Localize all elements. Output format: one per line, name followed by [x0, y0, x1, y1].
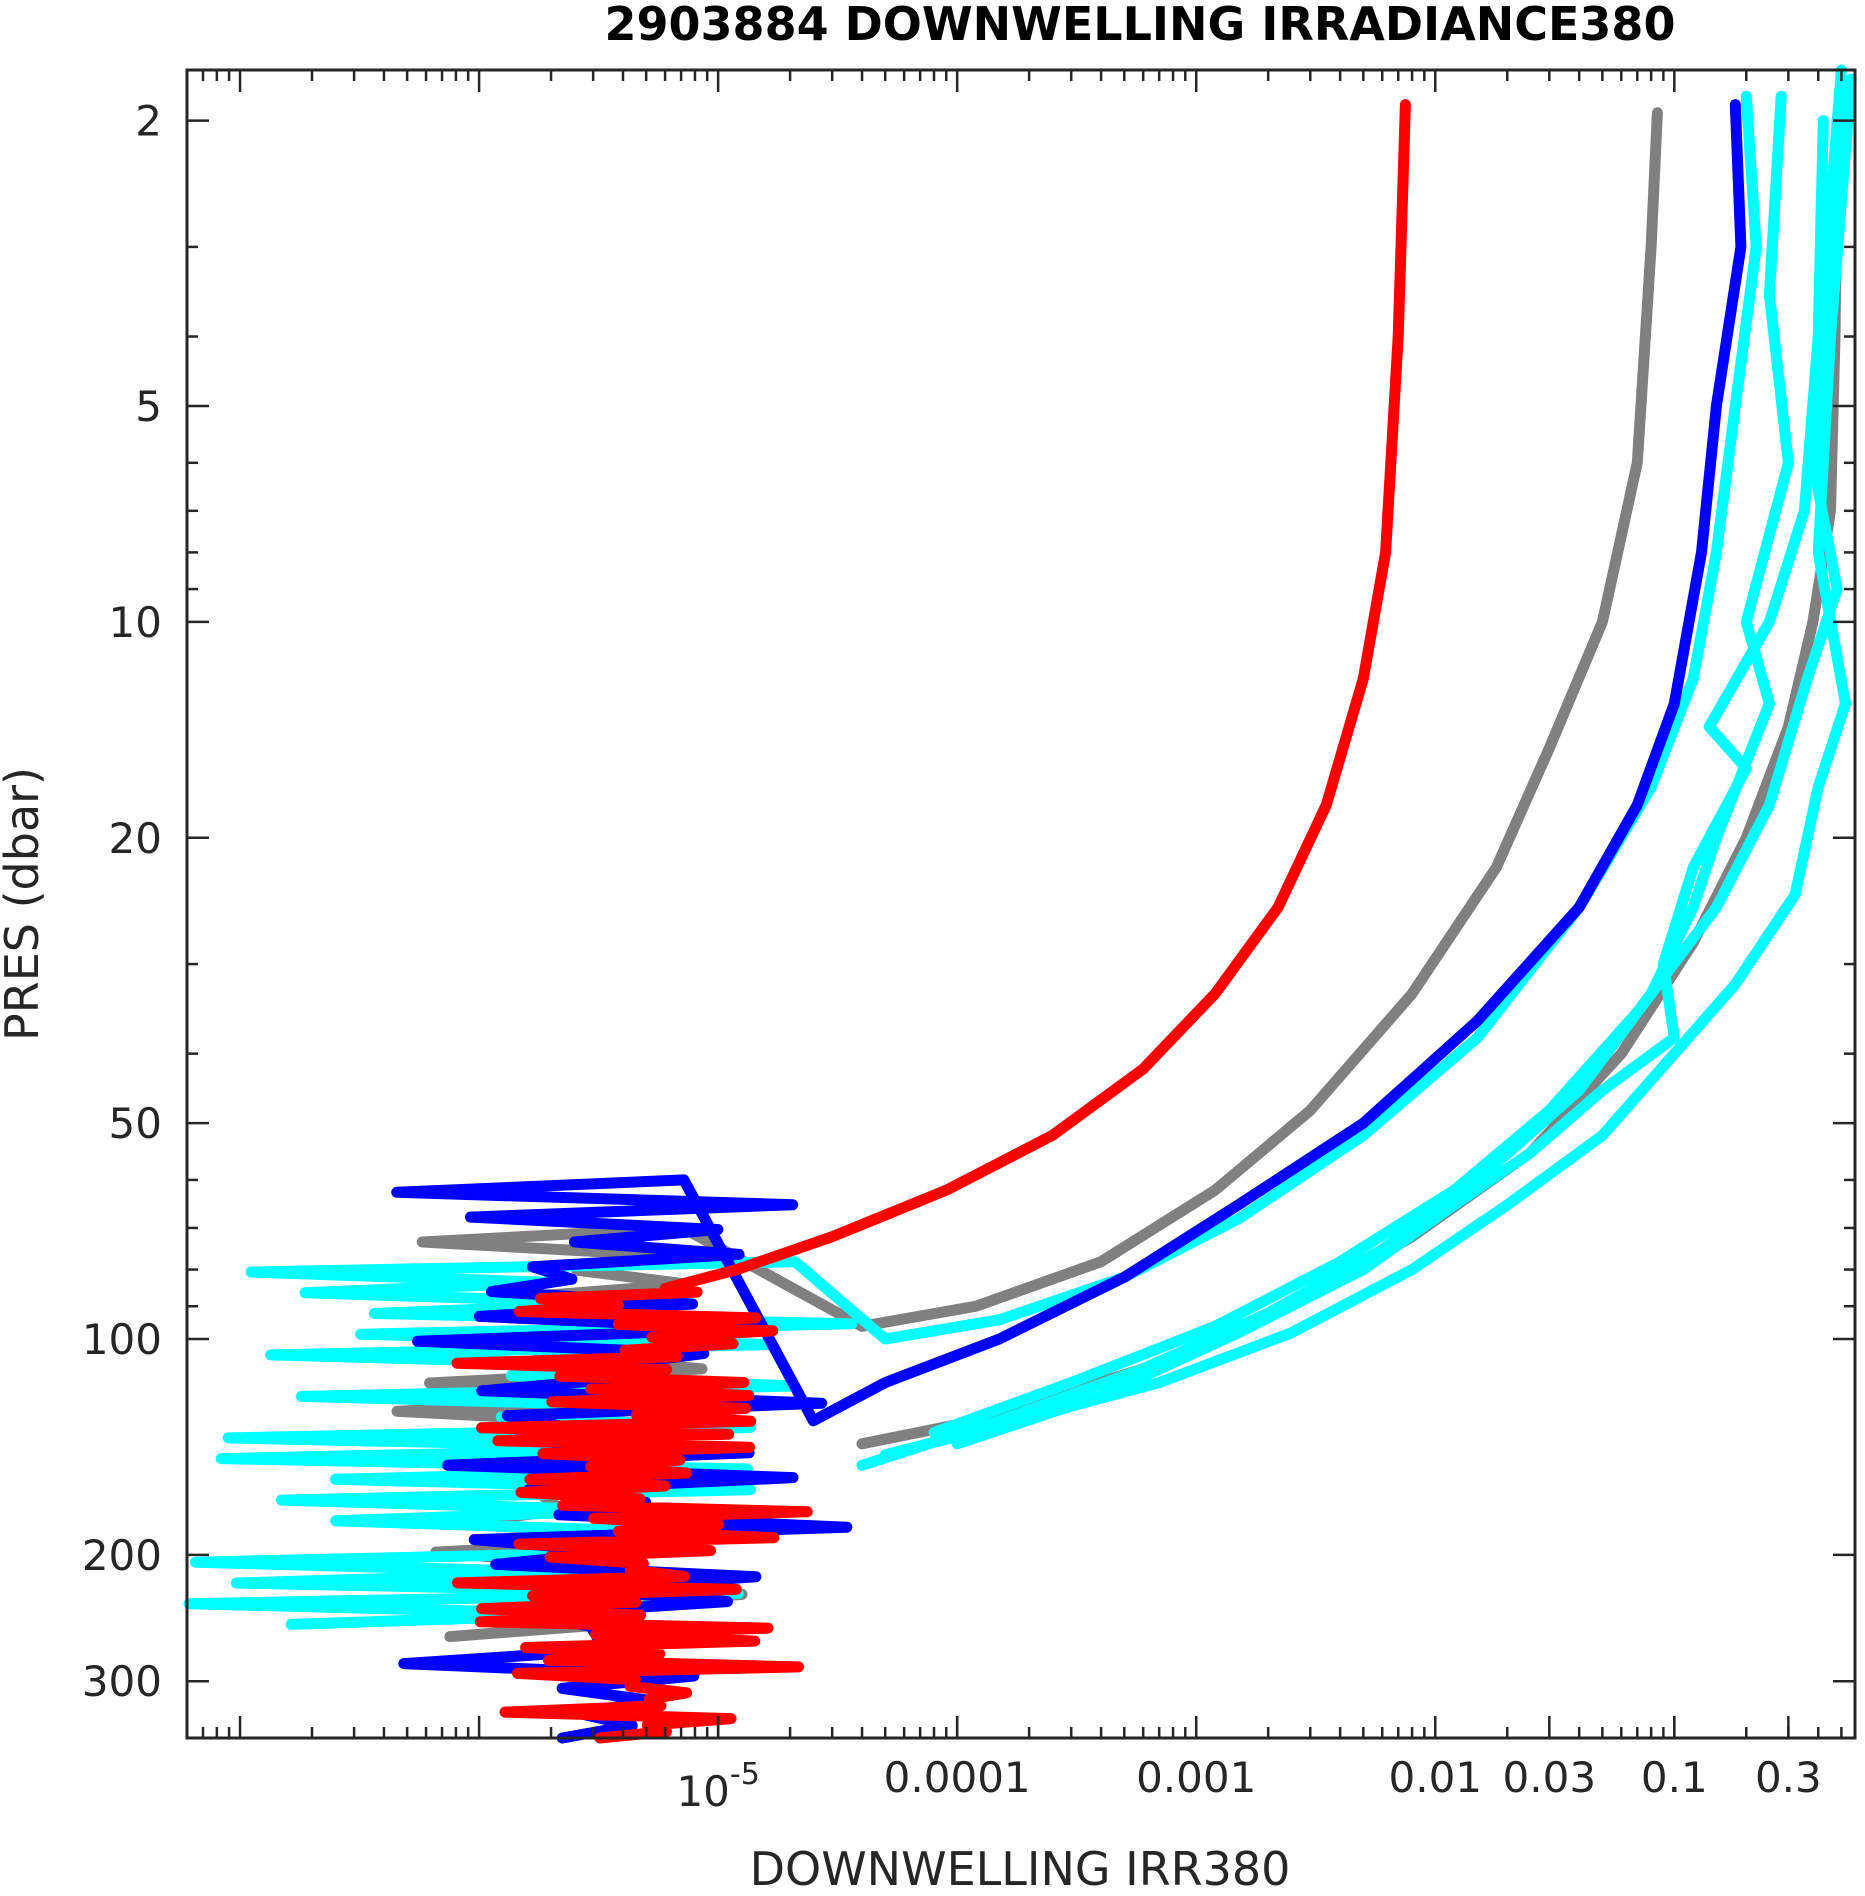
- x-tick-label: 0.03: [1503, 1753, 1597, 1802]
- x-tick-exponent: -5: [730, 1757, 760, 1792]
- series-layer: [183, 64, 1857, 1744]
- y-tick-label: 20: [109, 814, 162, 863]
- x-tick-label: 0.01: [1389, 1753, 1483, 1802]
- series-line-9: [451, 99, 1411, 1744]
- tick-layer: 2 5 10 20 50 100 200 300 10-5 0.0001 0.001 0.01 0.03…: [82, 70, 1855, 1816]
- series-line-2: [856, 115, 1843, 1450]
- y-tick-label: 2: [135, 97, 162, 146]
- y-tick-label: 5: [135, 382, 162, 431]
- series-line-3: [183, 90, 1762, 1630]
- x-tick-label: 10-5: [676, 1757, 759, 1816]
- series-line-6: [951, 115, 1829, 1450]
- plot-frame: [185, 68, 1857, 1740]
- y-axis-label: PRES (dbar): [0, 767, 49, 1041]
- y-tick-label: 300: [82, 1657, 162, 1706]
- series-line-5: [928, 64, 1847, 1438]
- x-tick-label: 0.001: [1136, 1753, 1256, 1802]
- series-line-7: [879, 73, 1857, 1461]
- y-tick-label: 50: [109, 1099, 162, 1148]
- x-tick-label: 0.1: [1641, 1753, 1708, 1802]
- y-tick-label: 100: [82, 1315, 162, 1364]
- chart-title: 2903884 DOWNWELLING IRRADIANCE380: [605, 0, 1676, 51]
- y-tick-label: 200: [82, 1531, 162, 1580]
- y-tick-label: 10: [109, 598, 162, 647]
- x-axis-label: DOWNWELLING IRR380: [750, 1842, 1291, 1896]
- x-tick-label: 0.0001: [884, 1753, 1031, 1802]
- x-tick-label: 0.3: [1755, 1753, 1822, 1802]
